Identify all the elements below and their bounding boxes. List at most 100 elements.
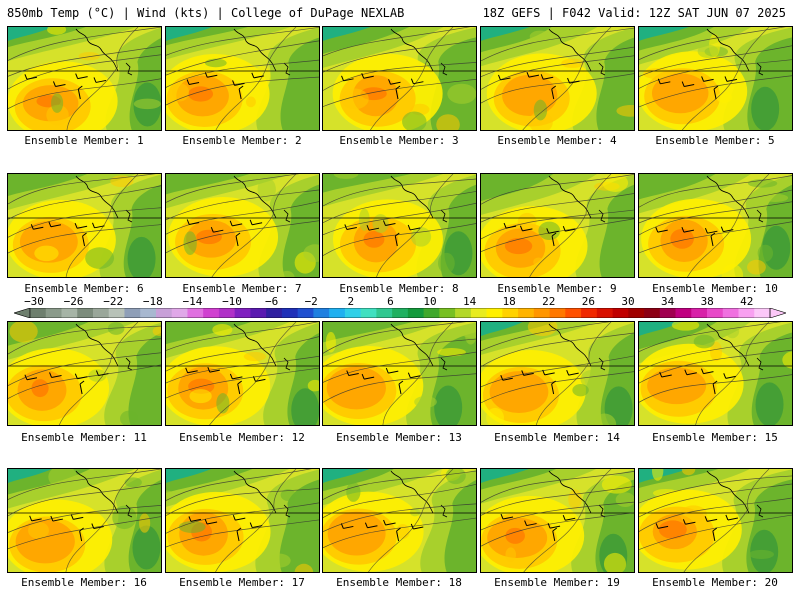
colorbar-tick-label: 14 <box>462 295 477 308</box>
ensemble-member-label: Ensemble Member: 3 <box>339 134 459 147</box>
ensemble-member-map <box>165 321 320 426</box>
ensemble-member-map <box>165 468 320 573</box>
ensemble-member-map <box>322 321 477 426</box>
colorbar-swatch <box>297 308 314 318</box>
colorbar-swatch <box>171 308 188 318</box>
colorbar-swatch <box>644 308 661 318</box>
colorbar-swatch <box>250 308 267 318</box>
colorbar-swatch <box>518 308 535 318</box>
colorbar-swatch <box>596 308 613 318</box>
colorbar-swatch <box>675 308 692 318</box>
ensemble-member-label: Ensemble Member: 12 <box>179 431 305 444</box>
colorbar-swatch <box>439 308 456 318</box>
ensemble-member-label: Ensemble Member: 15 <box>652 431 778 444</box>
ensemble-member-map <box>7 321 162 426</box>
colorbar-swatch <box>691 308 708 318</box>
temperature-field <box>481 322 634 425</box>
ensemble-member-label: Ensemble Member: 7 <box>182 282 302 295</box>
colorbar-swatch <box>77 308 94 318</box>
ensemble-member-label: Ensemble Member: 10 <box>652 282 778 295</box>
colorbar-swatch <box>266 308 283 318</box>
colorbar-swatch <box>45 308 62 318</box>
ensemble-member-map <box>480 321 635 426</box>
colorbar-swatch <box>486 308 503 318</box>
colorbar-swatch <box>360 308 377 318</box>
colorbar-tick-label: −10 <box>222 295 242 308</box>
temperature-field <box>323 469 476 572</box>
ensemble-member-label: Ensemble Member: 17 <box>179 576 305 589</box>
colorbar-swatch <box>218 308 236 318</box>
colorbar-swatch <box>722 308 739 318</box>
ensemble-member-map <box>7 468 162 573</box>
temperature-field <box>8 322 161 425</box>
colorbar-swatch <box>533 308 550 318</box>
colorbar-swatch <box>313 308 330 318</box>
ensemble-member-map <box>480 468 635 573</box>
colorbar-swatch <box>754 308 771 318</box>
temperature-field <box>8 469 161 572</box>
chart-title: 850mb Temp (°C) | Wind (kts) | College o… <box>7 6 405 20</box>
colorbar-tick-label: −18 <box>142 295 163 308</box>
colorbar-swatch <box>187 308 204 318</box>
ensemble-member-map <box>322 26 477 131</box>
ensemble-member-map <box>638 321 793 426</box>
colorbar-swatch <box>329 308 346 318</box>
ensemble-member-label: Ensemble Member: 11 <box>21 431 147 444</box>
ensemble-member-map <box>165 26 320 131</box>
ensemble-member-label: Ensemble Member: 4 <box>497 134 617 147</box>
colorbar-swatch <box>549 308 566 318</box>
colorbar-swatch <box>738 308 755 318</box>
temperature-field <box>639 469 792 572</box>
temperature-field <box>481 469 634 572</box>
ensemble-member-label: Ensemble Member: 20 <box>652 576 778 589</box>
colorbar-swatch <box>581 308 598 318</box>
ensemble-member-label: Ensemble Member: 14 <box>494 431 620 444</box>
colorbar-high-arrow <box>769 308 786 318</box>
temperature-field <box>8 27 161 130</box>
colorbar-swatch <box>124 308 141 318</box>
ensemble-member-label: Ensemble Member: 8 <box>339 282 459 295</box>
colorbar-swatch <box>140 308 157 318</box>
temperature-field <box>639 174 792 277</box>
colorbar-tick-label: −26 <box>63 295 84 308</box>
colorbar-swatch <box>92 308 110 318</box>
colorbar-swatch <box>108 308 125 318</box>
colorbar-tick-label: 42 <box>740 295 754 308</box>
colorbar-tick-label: 6 <box>387 295 394 308</box>
ensemble-member-map <box>638 26 793 131</box>
run-valid-time: 18Z GEFS | F042 Valid: 12Z SAT JUN 07 20… <box>482 6 786 20</box>
temperature-field <box>323 27 476 130</box>
colorbar-swatch <box>628 308 645 318</box>
temperature-field <box>166 27 319 130</box>
ensemble-member-label: Ensemble Member: 5 <box>655 134 775 147</box>
colorbar-swatch <box>470 308 487 318</box>
colorbar-tick-label: 38 <box>700 295 714 308</box>
colorbar-tick-label: −2 <box>304 295 318 308</box>
colorbar-tick-label: 34 <box>660 295 675 308</box>
colorbar-tick-label: 30 <box>621 295 635 308</box>
colorbar-swatch <box>407 308 425 318</box>
ensemble-member-label: Ensemble Member: 9 <box>497 282 617 295</box>
colorbar-swatch <box>30 308 47 318</box>
colorbar-swatch <box>659 308 676 318</box>
ensemble-member-map <box>638 468 793 573</box>
ensemble-member-label: Ensemble Member: 18 <box>336 576 462 589</box>
colorbar-low-arrow <box>14 308 31 318</box>
colorbar-swatch <box>155 308 173 318</box>
colorbar-swatch <box>565 308 582 318</box>
temperature-field <box>166 174 319 277</box>
temperature-field <box>166 322 319 425</box>
colorbar-tick-label: −22 <box>103 295 124 308</box>
colorbar-tick-label: 10 <box>423 295 437 308</box>
ensemble-member-map <box>322 468 477 573</box>
temperature-field <box>481 27 634 130</box>
ensemble-member-label: Ensemble Member: 6 <box>24 282 144 295</box>
temperature-field <box>8 174 161 277</box>
ensemble-member-map <box>322 173 477 278</box>
ensemble-member-map <box>480 173 635 278</box>
colorbar-swatch <box>281 308 299 318</box>
ensemble-member-map <box>7 26 162 131</box>
colorbar-tick-label: 2 <box>347 295 355 308</box>
temperature-colorbar <box>14 308 786 318</box>
ensemble-member-label: Ensemble Member: 1 <box>24 134 144 147</box>
